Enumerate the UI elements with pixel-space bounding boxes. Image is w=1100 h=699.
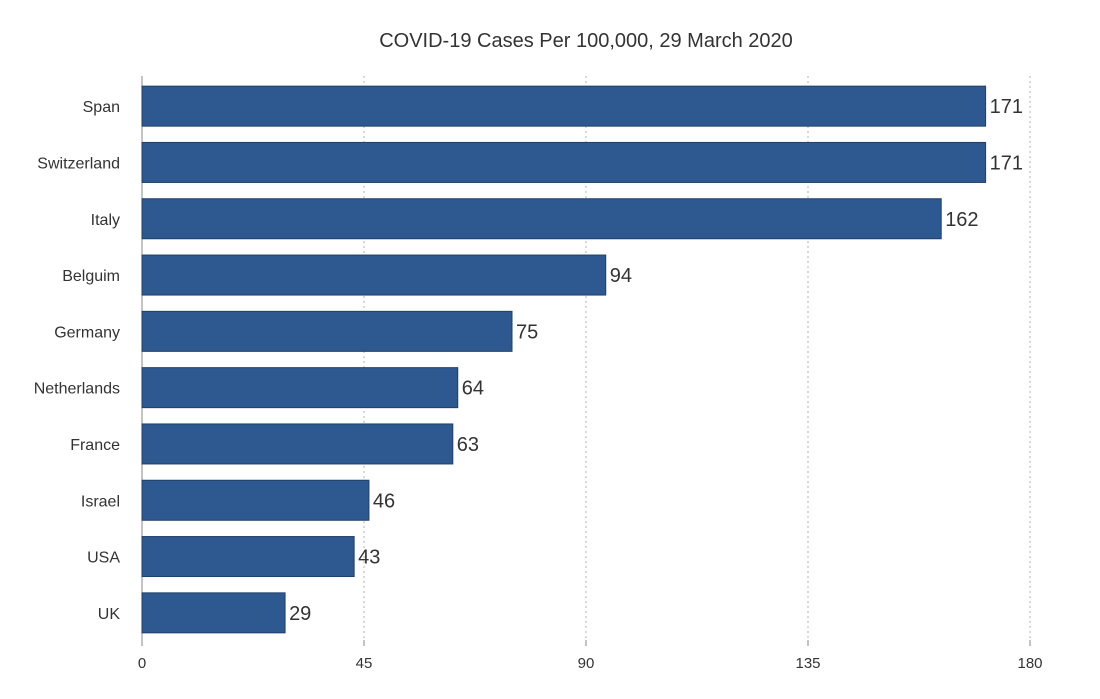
category-label: USA [87, 550, 120, 567]
value-label: 63 [457, 434, 479, 456]
value-label: 75 [516, 321, 538, 343]
bar [141, 536, 355, 578]
category-labels: Span Switzerland Italy Belguim Germany Nether… [34, 99, 121, 623]
x-tick-label: 135 [795, 655, 820, 672]
value-label: 43 [358, 547, 380, 569]
value-label: 171 [990, 96, 1023, 118]
x-tick-labels: 0 45 90 135 180 [138, 655, 1043, 672]
x-tick-label: 45 [356, 655, 373, 672]
category-label: Italy [91, 212, 120, 229]
bar [141, 198, 942, 240]
category-label: Belguim [62, 268, 120, 285]
bar [141, 367, 459, 409]
category-label: Germany [54, 324, 120, 341]
bar [141, 85, 987, 127]
x-tick-label: 180 [1017, 655, 1042, 672]
category-label: Switzerland [37, 155, 120, 172]
value-label: 29 [289, 603, 311, 625]
value-label: 171 [990, 152, 1023, 174]
value-label: 162 [945, 209, 978, 231]
bar [141, 254, 607, 296]
bar [141, 423, 454, 465]
category-label: Israel [81, 493, 120, 510]
value-label: 64 [462, 378, 484, 400]
value-label: 94 [610, 265, 632, 287]
value-labels: 171 171 162 94 75 64 63 46 43 29 [289, 96, 1023, 625]
chart-title: COVID-19 Cases Per 100,000, 29 March 202… [379, 30, 793, 52]
bars [141, 85, 987, 634]
category-label: Span [83, 99, 120, 116]
category-label: Netherlands [34, 381, 120, 398]
category-label: UK [98, 606, 121, 623]
x-tick-label: 0 [138, 655, 146, 672]
bar [141, 141, 987, 183]
category-label: France [70, 437, 120, 454]
x-tick-label: 90 [578, 655, 595, 672]
bar [141, 479, 370, 521]
value-label: 46 [373, 490, 395, 512]
bar [141, 592, 286, 634]
bar [141, 310, 513, 352]
